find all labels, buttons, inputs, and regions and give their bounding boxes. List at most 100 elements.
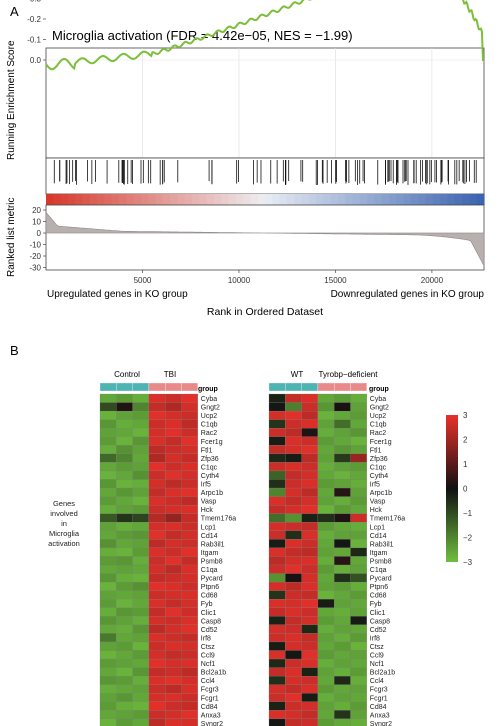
heatmap-cell — [268, 513, 286, 523]
heatmap-cell — [317, 573, 335, 583]
gene-label: Ptpn6 — [201, 584, 219, 591]
heatmap-cell — [350, 496, 367, 506]
heatmap-cell — [165, 445, 182, 454]
heatmap-cell — [148, 393, 166, 403]
heatmap-cell — [350, 718, 367, 726]
rank-bar-segment — [97, 194, 105, 205]
heatmap-cell — [99, 684, 117, 694]
heatmap-cell — [317, 701, 335, 711]
legend-tick-label: 2 — [463, 436, 468, 445]
heatmap-cell — [148, 505, 166, 514]
heatmap-cell — [268, 650, 286, 660]
heatmap-cell — [116, 684, 133, 694]
heatmap-cell — [268, 658, 286, 668]
heatmap-cell — [132, 718, 150, 726]
heatmap-cell — [285, 650, 302, 660]
heatmap-cell — [285, 581, 302, 591]
heatmap-cell — [148, 641, 166, 651]
panel-a-title: Microglia activation (FDR = 4.42e−05, NE… — [52, 28, 353, 43]
heatmap-cell — [181, 530, 198, 540]
gene-label: Ncf1 — [370, 661, 385, 668]
heatmap-cell — [99, 556, 117, 566]
rank-bar-segment — [206, 194, 215, 205]
heatmap-cell — [350, 641, 367, 651]
heatmap-cell — [301, 701, 319, 711]
heatmap-cell — [116, 445, 133, 454]
heatmap-cell — [334, 607, 351, 617]
gene-label: C1qa — [370, 567, 387, 574]
heatmap-cell — [268, 453, 286, 463]
heatmap-cell — [350, 650, 367, 660]
rank-bar-segment — [67, 194, 76, 205]
heatmap-cell — [334, 505, 351, 514]
rank-bar-segment — [374, 194, 383, 205]
gene-label: Zfp36 — [201, 456, 219, 463]
heatmap-cell — [317, 410, 335, 420]
heatmap-cell — [317, 428, 335, 437]
heatmap-cell — [301, 522, 319, 531]
heatmap-cell — [132, 701, 150, 711]
heatmap-cell — [301, 564, 319, 574]
gene-label: Tmem176a — [201, 516, 237, 523]
heatmap-cell — [334, 487, 351, 497]
gene-label: Clic1 — [370, 610, 386, 617]
heatmap-cell — [350, 667, 367, 677]
heatmap-cell — [165, 530, 182, 540]
heatmap-cell — [350, 453, 367, 463]
group-bar-case — [181, 382, 198, 392]
gene-label: Ptpn6 — [370, 584, 388, 591]
metric-tick-label: 0 — [37, 229, 42, 238]
heatmap-cell — [285, 624, 302, 634]
heatmap-cell — [116, 676, 133, 685]
gene-label: Rac2 — [370, 430, 386, 437]
heatmap-cell — [350, 616, 367, 625]
heatmap-cell — [99, 607, 117, 617]
rank-bar-segment — [46, 194, 54, 205]
heatmap-cell — [285, 658, 302, 668]
heatmap-cell — [268, 479, 286, 489]
heatmap-cell — [181, 718, 198, 726]
heatmap-cell — [165, 641, 182, 651]
es-gridlines — [46, 48, 484, 158]
heatmap-cell — [285, 393, 302, 403]
heatmap-cell — [132, 573, 150, 583]
rank-bar-segment — [403, 194, 412, 205]
rank-bar-segment — [199, 194, 208, 205]
heatmap-cell — [132, 624, 150, 634]
gene-label: Ncf1 — [201, 661, 216, 668]
heatmap-cell — [181, 428, 198, 437]
heatmap-cell — [132, 487, 150, 497]
heatmap-cell — [165, 658, 182, 668]
rank-bar-segment — [425, 194, 434, 205]
group-bar-control — [268, 382, 286, 392]
heatmap-cell — [132, 445, 150, 454]
rank-bar-segment — [476, 194, 485, 205]
gene-label: Ccl4 — [201, 678, 215, 685]
x-axis-label: Rank in Ordered Dataset — [207, 306, 323, 318]
heatmap-cell — [148, 419, 166, 429]
heatmap-cell — [334, 470, 351, 480]
heatmap-cell — [132, 402, 150, 412]
left-group-tbi-label: TBI — [164, 370, 176, 379]
gene-label: Casp8 — [201, 618, 221, 625]
heatmap-cell — [165, 684, 182, 694]
heatmap-cell — [350, 393, 367, 403]
gene-label: Cd68 — [370, 593, 387, 600]
heatmap-cell — [181, 616, 198, 625]
heatmap-cell — [268, 539, 286, 549]
heatmap-cell — [165, 556, 182, 566]
heatmap-cell — [301, 547, 319, 557]
heatmap-cell — [148, 676, 166, 685]
heatmap-cell — [268, 599, 286, 608]
heatmap-cell — [350, 599, 367, 608]
heatmap-cell — [148, 667, 166, 677]
heatmap-cell — [317, 693, 335, 702]
panel-a-letter: A — [10, 4, 19, 19]
group-bar-control — [116, 382, 133, 392]
rank-bar-segment — [177, 194, 186, 205]
heatmap-cell — [148, 513, 166, 523]
heatmap-cell — [317, 470, 335, 480]
heatmap-cell — [181, 393, 198, 403]
heatmap-cell — [132, 564, 150, 574]
